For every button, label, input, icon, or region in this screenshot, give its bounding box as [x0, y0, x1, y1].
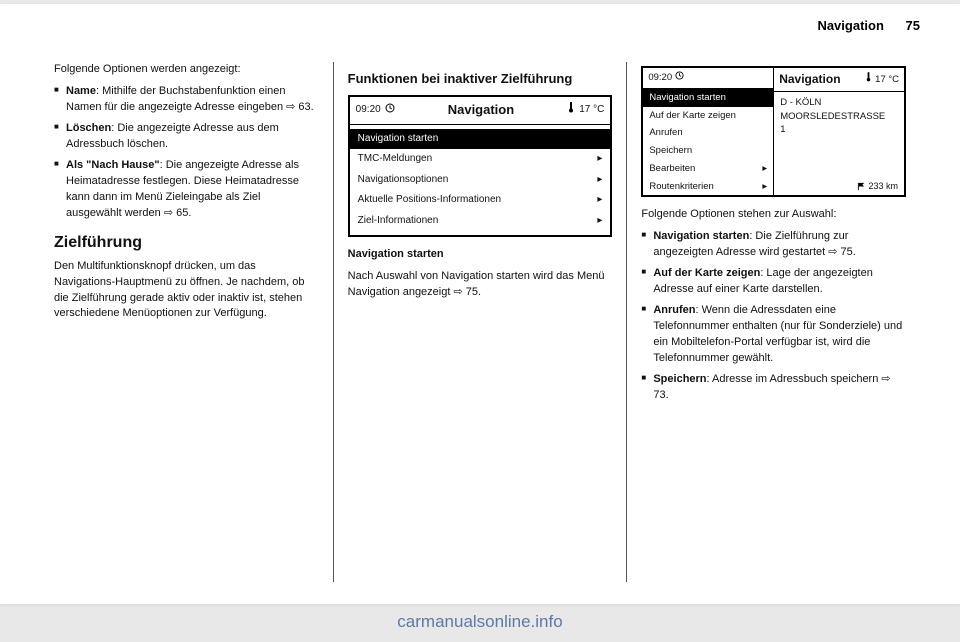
- item-label: Navigation starten: [653, 230, 749, 242]
- shot-title: Navigation: [448, 101, 514, 120]
- shot2-left-panel: 09:20 Navigation starten Auf der Karte z…: [643, 68, 773, 195]
- shot-title: Navigation: [779, 71, 840, 88]
- shot-temp: 17 °C: [875, 73, 899, 87]
- clock-icon: [675, 71, 684, 85]
- menu-label: Aktuelle Positions-Informationen: [358, 193, 501, 208]
- item-label: Speichern: [653, 373, 706, 385]
- dest-line: 1: [780, 123, 898, 136]
- shot-time: 09:20: [356, 103, 381, 118]
- item-text: : Mithilfe der Buchstabenfunktion einen …: [66, 85, 314, 113]
- item-label: Löschen: [66, 122, 111, 134]
- list-item: Auf der Karte zeigen: Lage der angezeigt…: [641, 266, 906, 298]
- chevron-right-icon: ▸: [597, 173, 602, 188]
- menu-label: Anrufen: [649, 126, 682, 140]
- thermo-icon: [865, 72, 872, 87]
- menu-label: Speichern: [649, 144, 692, 158]
- chapter-title: Navigation: [817, 18, 883, 33]
- menu-label: Navigationsoptionen: [358, 173, 449, 188]
- list-item: Als "Nach Hause": Die angezeigte Adresse…: [54, 158, 319, 222]
- item-label: Auf der Karte zeigen: [653, 267, 760, 279]
- dest-line: D - KÖLN: [780, 96, 898, 109]
- list-item: Navigation starten: Die Zielführung zur …: [641, 229, 906, 261]
- page-number: 75: [906, 18, 920, 33]
- shot2-statusbar-right: Navigation 17 °C: [774, 68, 904, 92]
- list-item: Name: Mithilfe der Buchstabenfunktion ei…: [54, 84, 319, 116]
- menu-item-position[interactable]: Aktuelle Positions-Informationen ▸: [350, 190, 611, 211]
- chevron-right-icon: ▸: [597, 214, 602, 229]
- menu-label: Auf der Karte zeigen: [649, 109, 736, 123]
- menu-label: TMC-Meldungen: [358, 152, 432, 167]
- col2-subheading: Navigation starten: [348, 247, 613, 263]
- item-label: Anrufen: [653, 304, 695, 316]
- menu-item-nav-start[interactable]: Navigation starten: [643, 89, 773, 107]
- menu-label: Routenkriterien: [649, 180, 713, 194]
- list-item: Löschen: Die angezeigte Adresse aus dem …: [54, 121, 319, 153]
- menu-item-route-criteria[interactable]: Routenkriterien ▸: [643, 178, 773, 196]
- destination-address: D - KÖLN MOORSLEDESTRASSE 1: [774, 92, 904, 140]
- nav-screenshot-1: 09:20 Navigation 17 °C: [348, 95, 613, 237]
- shot-statusbar: 09:20 Navigation 17 °C: [350, 97, 611, 125]
- shot2-statusbar: 09:20: [643, 68, 773, 88]
- menu-item-show-map[interactable]: Auf der Karte zeigen: [643, 107, 773, 125]
- col1-list: Name: Mithilfe der Buchstabenfunktion ei…: [54, 84, 319, 222]
- item-label: Als "Nach Hause": [66, 159, 160, 171]
- chevron-right-icon: ▸: [762, 162, 767, 176]
- thermo-icon: [567, 102, 575, 119]
- col3-list: Navigation starten: Die Zielführung zur …: [641, 229, 906, 403]
- menu-item-options[interactable]: Navigationsoptionen ▸: [350, 170, 611, 191]
- column-3: 09:20 Navigation starten Auf der Karte z…: [626, 62, 920, 582]
- manual-page: Navigation 75 Folgende Optionen werden a…: [0, 4, 960, 604]
- menu-label: Navigation starten: [358, 132, 439, 147]
- shot-menu: Navigation starten TMC-Meldungen ▸ Navig…: [350, 125, 611, 236]
- list-item: Speichern: Adresse im Adressbuch speiche…: [641, 372, 906, 404]
- column-1: Folgende Optionen werden angezeigt: Name…: [40, 62, 333, 582]
- menu-item-tmc[interactable]: TMC-Meldungen ▸: [350, 149, 611, 170]
- content-columns: Folgende Optionen werden angezeigt: Name…: [40, 62, 920, 582]
- col3-intro: Folgende Optionen stehen zur Auswahl:: [641, 207, 906, 223]
- chevron-right-icon: ▸: [762, 180, 767, 194]
- chevron-right-icon: ▸: [597, 152, 602, 167]
- menu-item-save[interactable]: Speichern: [643, 142, 773, 160]
- col1-para: Den Multifunktionsknopf drücken, um das …: [54, 259, 319, 323]
- menu-label: Ziel-Informationen: [358, 214, 439, 229]
- page-header: Navigation 75: [817, 18, 920, 33]
- watermark: carmanualsonline.info: [397, 612, 562, 632]
- distance-remaining: 233 km: [857, 180, 899, 193]
- list-item: Anrufen: Wenn die Adressdaten eine Telef…: [641, 303, 906, 367]
- shot-temp: 17 °C: [579, 103, 604, 118]
- distance-value: 233 km: [869, 180, 899, 193]
- shot-time: 09:20: [648, 71, 672, 85]
- column-2: Funktionen bei inaktiver Zielführung 09:…: [333, 62, 627, 582]
- nav-screenshot-2: 09:20 Navigation starten Auf der Karte z…: [641, 66, 906, 197]
- menu-item-edit[interactable]: Bearbeiten ▸: [643, 160, 773, 178]
- menu-item-call[interactable]: Anrufen: [643, 124, 773, 142]
- col2-heading: Funktionen bei inaktiver Zielführung: [348, 70, 613, 89]
- menu-item-nav-start[interactable]: Navigation starten: [350, 129, 611, 150]
- menu-label: Bearbeiten: [649, 162, 695, 176]
- chevron-right-icon: ▸: [597, 193, 602, 208]
- item-label: Name: [66, 85, 96, 97]
- menu-item-dest-info[interactable]: Ziel-Informationen ▸: [350, 211, 611, 232]
- dest-line: MOORSLEDESTRASSE: [780, 110, 898, 123]
- menu-label: Navigation starten: [649, 91, 726, 105]
- col1-heading: Zielführung: [54, 231, 319, 254]
- col1-intro: Folgende Optionen werden angezeigt:: [54, 62, 319, 78]
- shot2-right-panel: Navigation 17 °C D - KÖLN MOORSLEDESTRAS…: [773, 68, 904, 195]
- flag-icon: [857, 182, 866, 191]
- clock-icon: [385, 103, 395, 119]
- col2-subpara: Nach Auswahl von Navigation starten wird…: [348, 269, 613, 301]
